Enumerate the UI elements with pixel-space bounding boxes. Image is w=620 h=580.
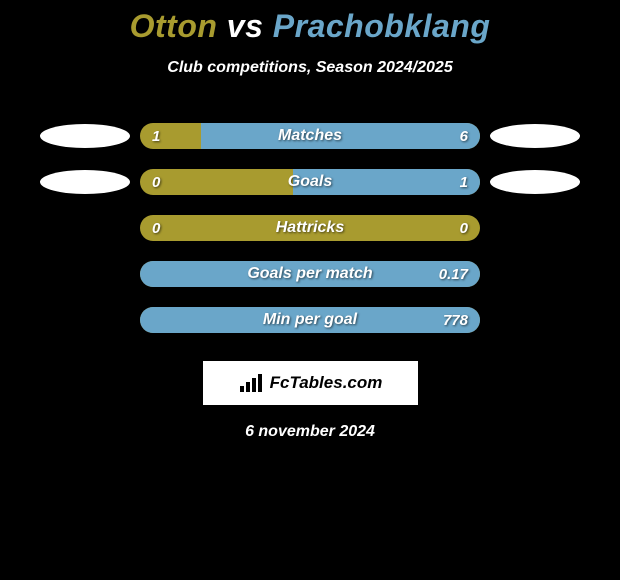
stat-value-right: 0 xyxy=(460,215,468,241)
stat-bar: Min per goal778 xyxy=(140,307,480,333)
stat-value-right: 1 xyxy=(460,169,468,195)
title-player1: Otton xyxy=(130,8,218,44)
team-ellipse-icon xyxy=(490,124,580,148)
team-ellipse-icon xyxy=(40,170,130,194)
stat-label: Goals per match xyxy=(140,261,480,287)
stat-value-right: 6 xyxy=(460,123,468,149)
logo-text: FcTables.com xyxy=(270,373,383,393)
badge-right xyxy=(480,124,590,148)
team-ellipse-icon xyxy=(490,170,580,194)
stat-label: Min per goal xyxy=(140,307,480,333)
date-text: 6 november 2024 xyxy=(0,423,620,441)
subtitle: Club competitions, Season 2024/2025 xyxy=(0,59,620,77)
stat-label: Matches xyxy=(140,123,480,149)
stat-bar: Goals per match0.17 xyxy=(140,261,480,287)
stat-row: Min per goal778 xyxy=(0,297,620,343)
bars-icon xyxy=(238,372,264,394)
stat-row: 1Matches6 xyxy=(0,113,620,159)
stat-row: 0Hattricks0 xyxy=(0,205,620,251)
stat-bar: 0Goals1 xyxy=(140,169,480,195)
stats-container: 1Matches60Goals10Hattricks0Goals per mat… xyxy=(0,113,620,343)
stat-value-right: 0.17 xyxy=(439,261,468,287)
stat-label: Goals xyxy=(140,169,480,195)
title-vs: vs xyxy=(227,8,264,44)
stat-bar: 1Matches6 xyxy=(140,123,480,149)
comparison-title: Otton vs Prachobklang xyxy=(0,0,620,45)
stat-label: Hattricks xyxy=(140,215,480,241)
title-player2: Prachobklang xyxy=(273,8,491,44)
badge-right xyxy=(480,170,590,194)
stat-bar: 0Hattricks0 xyxy=(140,215,480,241)
logo: FcTables.com xyxy=(238,372,383,394)
team-ellipse-icon xyxy=(40,124,130,148)
stat-row: Goals per match0.17 xyxy=(0,251,620,297)
logo-box: FcTables.com xyxy=(203,361,418,405)
badge-left xyxy=(30,170,140,194)
stat-row: 0Goals1 xyxy=(0,159,620,205)
stat-value-right: 778 xyxy=(443,307,468,333)
badge-left xyxy=(30,124,140,148)
